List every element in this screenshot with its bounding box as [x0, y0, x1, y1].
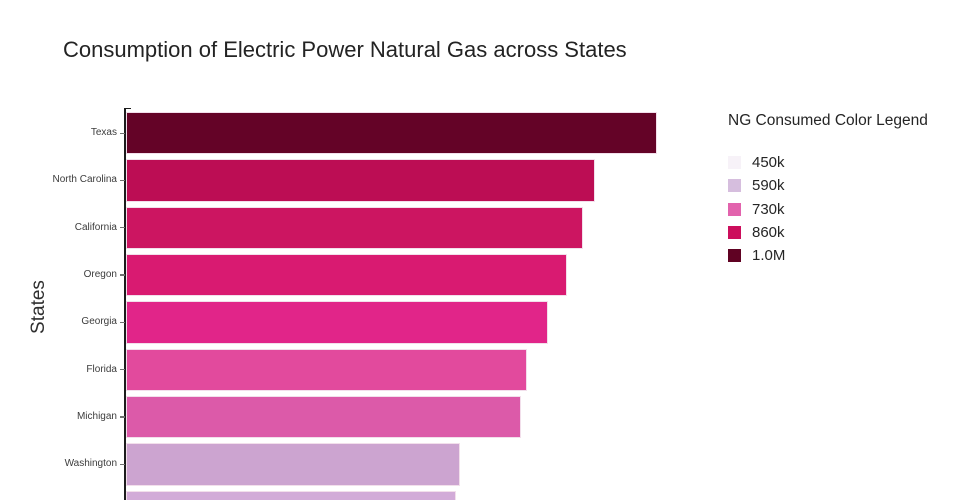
- legend-item-860k[interactable]: 860k: [728, 221, 785, 244]
- y-tick-label: California: [74, 221, 117, 233]
- bar-washington[interactable]: [126, 443, 460, 486]
- legend-title: NG Consumed Color Legend: [728, 112, 928, 129]
- legend-item-730k[interactable]: 730k: [728, 198, 785, 221]
- legend-item-450k[interactable]: 450k: [728, 151, 785, 174]
- legend-label: 730k: [752, 200, 785, 218]
- y-tick: [119, 227, 125, 229]
- y-tick: [119, 416, 125, 418]
- y-tick-label: Texas: [90, 127, 117, 139]
- bar-oregon[interactable]: [126, 253, 567, 297]
- y-tick-label: Washington: [64, 458, 117, 470]
- y-tick: [119, 132, 125, 134]
- chart-title: Consumption of Electric Power Natural Ga…: [63, 37, 627, 62]
- bar-michigan[interactable]: [126, 395, 521, 439]
- legend-swatch: [728, 226, 741, 240]
- bar-row-9[interactable]: [126, 490, 456, 500]
- bar-texas[interactable]: [126, 111, 657, 155]
- bar-florida[interactable]: [126, 348, 527, 392]
- y-axis-top-tick: [124, 107, 132, 109]
- y-tick: [119, 274, 125, 276]
- legend-label: 450k: [752, 154, 785, 172]
- legend-swatch: [728, 156, 741, 170]
- legend-label: 590k: [752, 177, 785, 195]
- y-axis-line: [124, 107, 126, 500]
- legend-label: 860k: [752, 224, 785, 242]
- legend-swatch: [728, 202, 741, 216]
- y-tick-label: North Carolina: [52, 174, 117, 186]
- y-tick: [119, 321, 125, 324]
- legend-label: 1.0M: [752, 247, 786, 265]
- legend: NG Consumed Color Legend 450k 590k 730k 860…: [728, 112, 928, 264]
- legend-swatch: [728, 179, 741, 193]
- bar-georgia[interactable]: [126, 301, 548, 344]
- legend-items: 450k 590k 730k 860k 1.0M: [728, 151, 785, 267]
- legend-swatch: [728, 249, 741, 263]
- y-tick: [119, 369, 125, 371]
- y-tick-label: Georgia: [81, 316, 117, 328]
- legend-item-1-0m[interactable]: 1.0M: [728, 244, 785, 267]
- y-tick-label: Florida: [86, 363, 117, 375]
- y-tick-label: Oregon: [83, 269, 117, 281]
- legend-item-590k[interactable]: 590k: [728, 174, 785, 197]
- bar-north-carolina[interactable]: [126, 159, 595, 202]
- bar-california[interactable]: [126, 206, 583, 250]
- y-tick-label: Michigan: [76, 411, 117, 423]
- y-tick: [119, 463, 125, 466]
- y-tick: [119, 179, 125, 182]
